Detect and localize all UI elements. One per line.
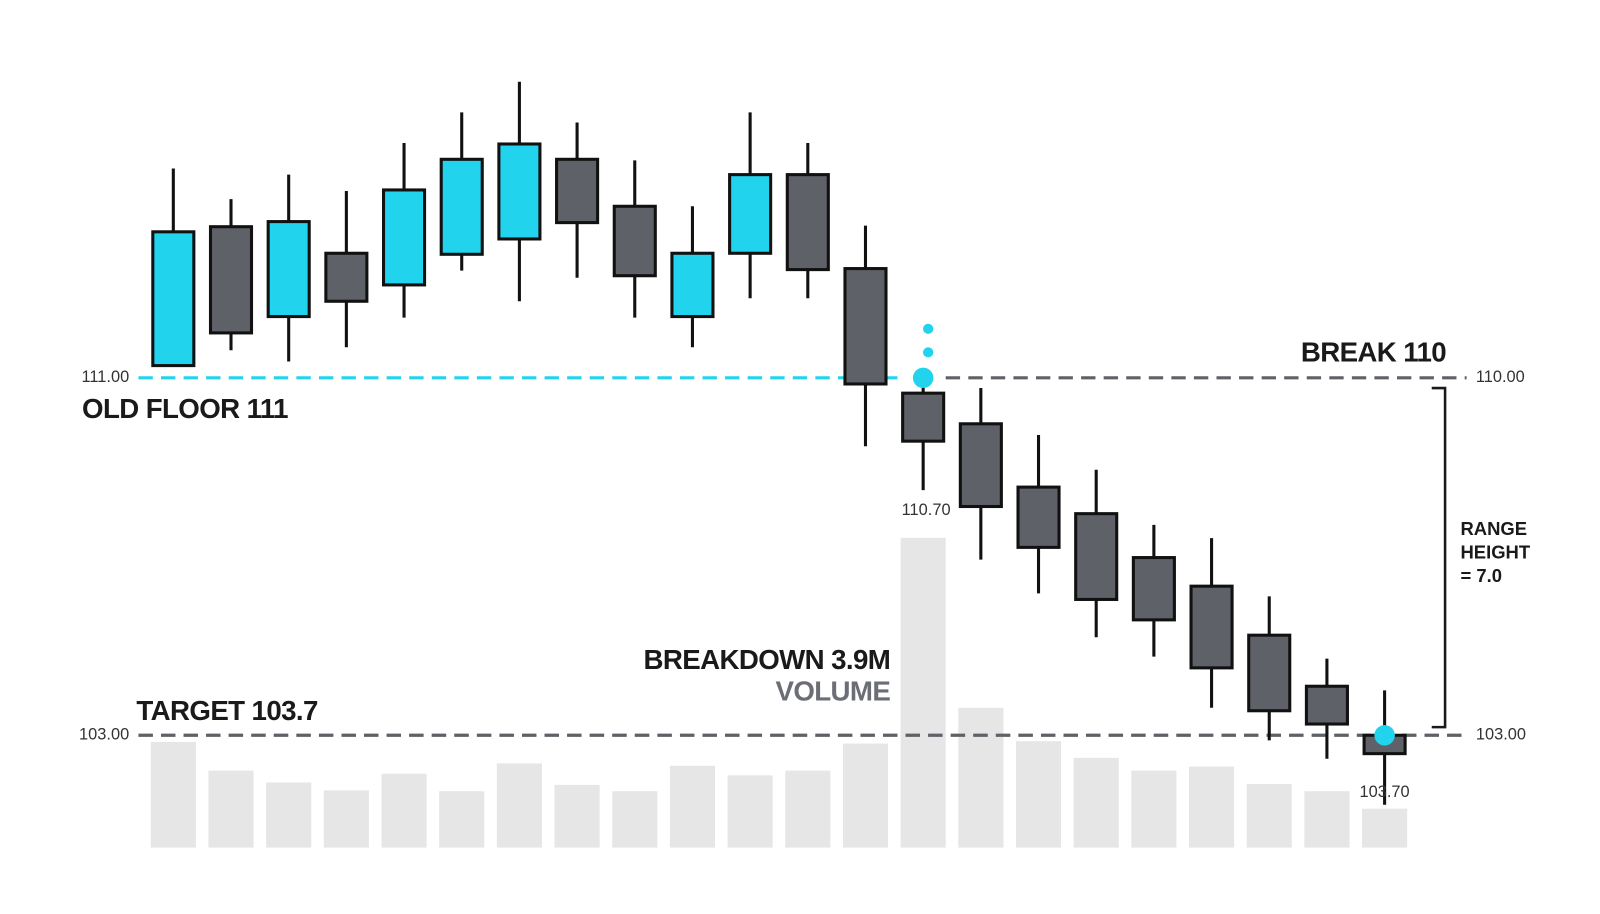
- candle-body: [208, 225, 254, 335]
- candle-body: [1131, 556, 1176, 622]
- candle-body: [439, 157, 484, 256]
- annotation: RANGE: [1460, 518, 1527, 539]
- candle-body: [612, 204, 657, 278]
- break-dot: [912, 367, 934, 389]
- dot: [923, 347, 934, 358]
- volume-bar: [1188, 766, 1235, 848]
- volume-bar: [612, 791, 658, 848]
- volume-bar: [1131, 770, 1177, 848]
- volume-bar: [1246, 784, 1292, 848]
- volume-bar: [208, 770, 254, 848]
- decoration-layer: [912, 323, 1447, 746]
- annotation: BREAKDOWN 3.9M: [644, 644, 891, 675]
- volume-bar: [1073, 757, 1119, 848]
- volume-bar: [266, 782, 312, 848]
- volume-bar: [150, 741, 196, 848]
- volume-bar: [496, 763, 542, 848]
- candle-body: [324, 251, 369, 303]
- y2-tick-label: 110.00: [1476, 368, 1525, 386]
- candle-body: [785, 173, 830, 272]
- candle-body: [151, 230, 196, 368]
- annotation: HEIGHT: [1460, 541, 1530, 562]
- annotation: BREAK 110: [1301, 337, 1447, 368]
- candle-body: [266, 220, 311, 319]
- annotation: OLD FLOOR 111: [82, 393, 288, 424]
- volume-bar: [785, 770, 831, 848]
- volume-bar: [900, 537, 946, 848]
- volume-bar: [1304, 791, 1350, 848]
- target-dot: [1374, 725, 1395, 746]
- annotation: 110.70: [902, 501, 951, 519]
- y2-tick-label: 103.00: [1476, 726, 1526, 744]
- annotation: VOLUME: [775, 676, 890, 707]
- volume-bar: [1015, 741, 1062, 848]
- volume-layer: [150, 537, 1408, 848]
- volume-bar: [381, 773, 427, 848]
- y-tick-label: 111.00: [82, 368, 130, 386]
- volume-bar: [1362, 808, 1408, 848]
- candle-body: [901, 391, 946, 443]
- candle-body: [670, 251, 715, 319]
- volume-bar: [842, 743, 889, 848]
- candle-body: [1304, 684, 1349, 726]
- annotation: 103.70: [1359, 783, 1409, 801]
- candle-body: [1074, 512, 1119, 601]
- candle-body: [728, 173, 773, 255]
- candle-body: [381, 188, 427, 287]
- candle-body: [1016, 485, 1061, 549]
- volume-bar: [439, 791, 485, 848]
- grid-layer: 111.00 103.00 110.00 103.00: [79, 368, 1526, 743]
- volume-bar: [554, 784, 600, 848]
- candle-body: [497, 142, 542, 241]
- candle-body: [1247, 633, 1292, 713]
- annotation: TARGET 103.7: [136, 695, 318, 726]
- volume-bar: [323, 790, 369, 848]
- range-bracket: [1431, 386, 1447, 729]
- volume-bar: [958, 707, 1004, 848]
- volume-bar: [669, 765, 716, 848]
- candle-body: [843, 267, 888, 386]
- candle-body: [555, 157, 600, 225]
- dot: [923, 323, 934, 334]
- candle-body: [1189, 584, 1234, 670]
- candle-layer: [151, 81, 1407, 805]
- chart-body: 111.00 103.00 110.00 103.00 OLD FLOOR 111 B…: [79, 81, 1531, 848]
- volume-bar: [727, 775, 773, 848]
- candle-body: [958, 422, 1003, 509]
- annotation: = 7.0: [1460, 565, 1502, 586]
- y-tick-label: 103.00: [79, 726, 129, 744]
